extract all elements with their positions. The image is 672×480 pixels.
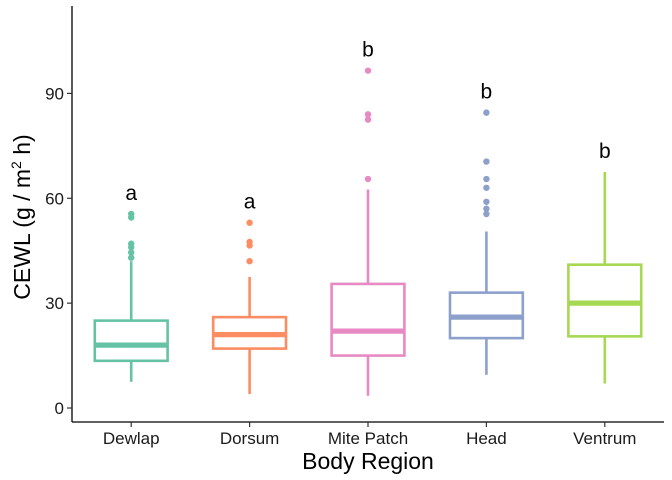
outlier-point: [483, 175, 490, 183]
y-tick-label: 90: [45, 84, 64, 103]
outlier-point: [128, 249, 135, 256]
outlier-point: [483, 205, 490, 212]
box-group: [330, 67, 406, 396]
outlier-point: [364, 116, 372, 123]
y-axis-ticks: 0 30 60 90: [45, 84, 72, 418]
significance-labels: a a b b b: [125, 39, 610, 214]
outlier-point: [483, 198, 490, 205]
outlier-point: [483, 158, 490, 165]
boxes-layer: [93, 67, 643, 396]
y-axis-title: CEWL (g / m2 h): [8, 134, 35, 299]
box-iqr: [567, 263, 643, 338]
x-tick-label: Dewlap: [103, 429, 160, 448]
box-iqr: [330, 282, 406, 357]
y-tick-label: 0: [55, 399, 64, 418]
outlier-point: [246, 257, 253, 265]
outlier-point: [364, 111, 372, 118]
outlier-point: [483, 184, 490, 191]
significance-letter: b: [599, 140, 611, 163]
outlier-point: [246, 219, 253, 226]
outlier-point: [128, 254, 135, 261]
y-tick-label: 60: [45, 189, 64, 208]
outlier-point: [128, 240, 135, 247]
significance-letter: b: [362, 39, 374, 62]
y-axis-title-main: CEWL (g / m: [9, 169, 35, 300]
outlier-point: [128, 210, 135, 218]
outlier-point: [483, 109, 490, 116]
outlier-point: [364, 175, 372, 183]
y-axis-title-tail: h): [9, 134, 35, 161]
box-group: [567, 172, 643, 384]
y-axis-title-superscript: 2: [8, 161, 24, 169]
box-iqr: [93, 319, 169, 363]
significance-letter: a: [125, 182, 137, 205]
significance-letter: a: [244, 191, 256, 214]
box-group: [93, 210, 169, 382]
significance-letter: b: [481, 81, 493, 104]
x-tick-label: Dorsum: [220, 429, 280, 448]
outlier-point: [364, 67, 372, 74]
x-axis-title: Body Region: [302, 448, 434, 474]
outlier-point: [483, 210, 490, 218]
x-tick-label: Head: [466, 429, 507, 448]
y-tick-label: 30: [45, 294, 64, 313]
x-tick-label: Ventrum: [573, 429, 636, 448]
box-group: [211, 219, 288, 395]
box-group: [448, 109, 525, 375]
x-tick-label: Mite Patch: [328, 429, 408, 448]
outlier-point: [246, 238, 253, 246]
x-axis-ticks: Dewlap Dorsum Mite Patch Head Ventrum: [103, 422, 636, 448]
